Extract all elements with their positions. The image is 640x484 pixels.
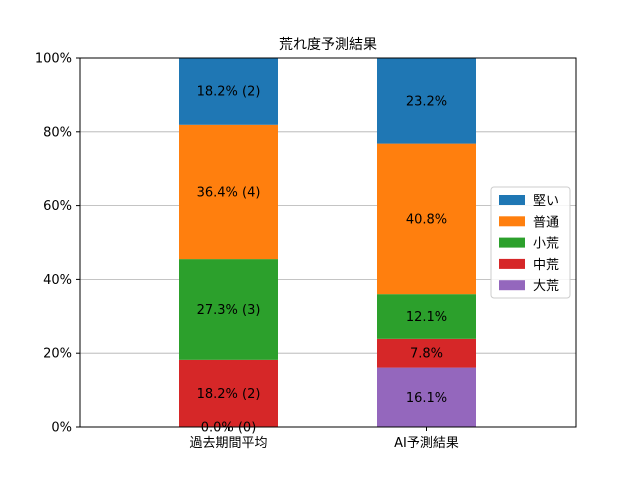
axes: 0% 20% 40% 60% 80% 100% 過去期間平均 AI予測結果 (35, 52, 577, 451)
bar-segment (179, 124, 278, 260)
legend-label: 堅い (533, 194, 559, 209)
bar-data-label: 7.8% (410, 347, 443, 362)
legend-label: 大荒 (533, 279, 559, 294)
legend-swatch (499, 216, 525, 227)
legend-swatch (499, 258, 525, 269)
bar-data-label: 12.1% (406, 310, 447, 325)
legend-swatch (499, 237, 525, 248)
bar-segment (179, 359, 278, 427)
x-tick-label: AI予測結果 (394, 436, 459, 451)
legend-label: 小荒 (533, 237, 559, 252)
y-tick-label: 20% (43, 347, 72, 362)
chart-title: 荒れ度予測結果 (279, 37, 377, 53)
bar-segment (179, 57, 278, 125)
bar-data-label: 18.2% (2) (197, 85, 261, 100)
y-tick-label: 100% (35, 52, 72, 67)
bar-data-label: 40.8% (406, 212, 447, 227)
bar-data-label: 36.4% (4) (197, 185, 261, 200)
bar-segment (377, 143, 476, 295)
bar-data-label: 18.2% (2) (197, 387, 261, 402)
legend-swatch (499, 280, 525, 291)
y-tick-label: 0% (51, 421, 72, 436)
bar-data-label: 16.1% (406, 391, 447, 406)
bars (179, 57, 476, 427)
y-tick-label: 80% (43, 125, 72, 140)
y-tick-label: 40% (43, 273, 72, 288)
legend-label: 普通 (533, 215, 559, 230)
legend-label: 中荒 (533, 258, 559, 273)
bar-segment (377, 294, 476, 339)
bar-segment (179, 259, 278, 360)
plot-frame (79, 57, 577, 428)
bar-labels: 0.0% (0)18.2% (2)27.3% (3)36.4% (4)18.2%… (197, 85, 448, 436)
x-tick-label: 過去期間平均 (189, 436, 267, 451)
bar-segment (377, 367, 476, 427)
bar-segment (377, 338, 476, 368)
bar-data-label: 23.2% (406, 94, 447, 109)
bar-data-label: 27.3% (3) (197, 303, 261, 318)
legend-box (490, 186, 571, 299)
legend-swatch (499, 195, 525, 205)
bar-segment (377, 58, 476, 144)
y-tick-label: 60% (43, 199, 72, 214)
